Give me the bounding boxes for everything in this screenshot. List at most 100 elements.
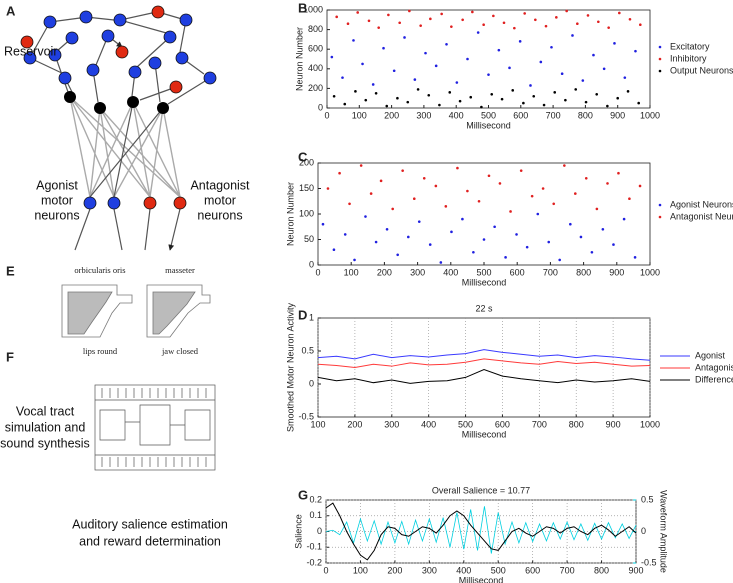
point bbox=[623, 76, 627, 79]
point bbox=[519, 169, 523, 172]
x-tick-label: 900 bbox=[606, 419, 621, 429]
point bbox=[634, 49, 637, 53]
image-label: lips round bbox=[83, 346, 118, 356]
point bbox=[461, 18, 464, 22]
point bbox=[613, 42, 616, 45]
x-tick-label: 300 bbox=[422, 565, 437, 575]
point bbox=[536, 212, 540, 216]
x-tick-label: 600 bbox=[525, 565, 540, 575]
agonist-label: Agonist bbox=[36, 178, 78, 192]
point bbox=[353, 258, 356, 262]
point bbox=[597, 20, 600, 24]
point bbox=[626, 90, 630, 93]
point bbox=[612, 243, 615, 246]
point bbox=[606, 182, 609, 185]
x-tick-label: 0 bbox=[323, 565, 328, 575]
point bbox=[522, 101, 525, 105]
salience-label: and reward determination bbox=[79, 534, 221, 548]
point bbox=[458, 99, 462, 103]
x-tick-label: 100 bbox=[352, 110, 367, 120]
panel-label: A bbox=[6, 3, 16, 18]
point bbox=[444, 205, 448, 208]
x-tick-label: 200 bbox=[377, 267, 392, 277]
point bbox=[618, 11, 621, 15]
point bbox=[332, 248, 336, 251]
point bbox=[541, 187, 545, 190]
x-tick-label: 900 bbox=[609, 267, 624, 277]
point bbox=[555, 16, 558, 19]
x-axis-label: Millisecond bbox=[462, 277, 507, 287]
point bbox=[579, 235, 583, 239]
point bbox=[374, 240, 378, 244]
point bbox=[471, 10, 474, 14]
point bbox=[595, 92, 599, 96]
point bbox=[401, 169, 404, 172]
point bbox=[547, 240, 551, 244]
line bbox=[317, 358, 651, 369]
point bbox=[408, 9, 411, 13]
point bbox=[406, 100, 410, 104]
point bbox=[569, 222, 572, 226]
x-tick-label: 500 bbox=[458, 419, 473, 429]
point bbox=[482, 23, 485, 27]
point bbox=[448, 91, 452, 94]
point bbox=[576, 22, 579, 26]
point bbox=[601, 228, 605, 231]
vocal-tract-images bbox=[61, 284, 211, 338]
point bbox=[553, 91, 557, 94]
point bbox=[377, 26, 380, 29]
point bbox=[379, 179, 383, 183]
panel-label: G bbox=[298, 487, 308, 502]
point bbox=[515, 233, 518, 236]
point bbox=[343, 233, 347, 236]
point bbox=[511, 89, 515, 92]
point bbox=[529, 84, 532, 87]
point bbox=[574, 88, 578, 91]
point bbox=[346, 22, 350, 26]
legend-swatch bbox=[658, 57, 662, 61]
point bbox=[476, 31, 480, 34]
point bbox=[412, 197, 416, 200]
y-tick-label: 800 bbox=[308, 24, 323, 34]
x-tick-label: 700 bbox=[560, 565, 575, 575]
point bbox=[391, 207, 395, 211]
point bbox=[321, 222, 325, 226]
y-tick-label: 0 bbox=[317, 526, 322, 536]
panel-label: D bbox=[298, 307, 307, 322]
point bbox=[586, 14, 590, 17]
y-tick-label: 0 bbox=[309, 378, 314, 388]
point bbox=[532, 94, 536, 98]
point bbox=[498, 182, 502, 185]
x-tick-label: 300 bbox=[416, 110, 431, 120]
point bbox=[482, 238, 486, 241]
point bbox=[542, 103, 546, 107]
point bbox=[428, 243, 432, 246]
image-label: masseter bbox=[165, 265, 195, 275]
point bbox=[638, 184, 642, 188]
y-tick-label: -0.2 bbox=[306, 557, 322, 567]
x-tick-label: 1000 bbox=[640, 110, 660, 120]
point bbox=[466, 189, 469, 193]
x-tick-label: 100 bbox=[344, 267, 359, 277]
point bbox=[417, 220, 421, 223]
x-tick-label: 200 bbox=[387, 565, 402, 575]
point bbox=[508, 66, 511, 70]
plot-frame bbox=[317, 317, 651, 418]
y-tick-label: -0.5 bbox=[298, 411, 314, 421]
x-tick-label: 400 bbox=[443, 267, 458, 277]
x-axis-label: Millisecond bbox=[466, 120, 511, 130]
y-tick-label: 1000 bbox=[303, 4, 323, 14]
x-tick-label: 500 bbox=[491, 565, 506, 575]
point bbox=[396, 96, 399, 100]
point bbox=[637, 101, 640, 105]
point bbox=[434, 64, 438, 68]
point bbox=[335, 15, 338, 19]
point bbox=[502, 21, 506, 25]
y-tick-label: 200 bbox=[299, 157, 314, 167]
salience-label: Auditory salience estimation bbox=[72, 517, 228, 531]
y-axis-label: Salience bbox=[293, 514, 303, 549]
synthesis-label: Vocal tract bbox=[16, 404, 75, 418]
x-tick-label: 200 bbox=[384, 110, 399, 120]
legend-label: Antagonist Neurons bbox=[670, 211, 733, 221]
